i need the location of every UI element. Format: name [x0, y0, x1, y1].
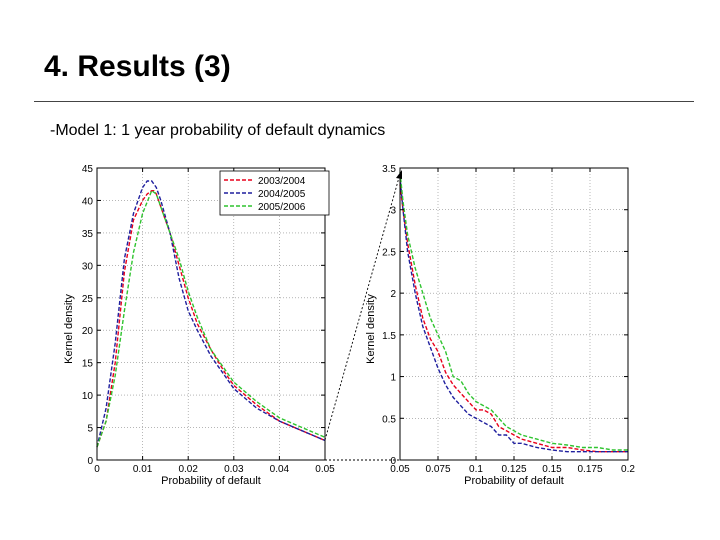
y-tick-label: 30: [82, 261, 94, 272]
zoom-arrowhead-icon: [396, 170, 402, 179]
plot-frame: [399, 167, 629, 461]
y-tick-label: 3.5: [382, 164, 396, 175]
x-tick-label: 0: [94, 464, 100, 475]
x-tick-label: 0.075: [425, 464, 450, 475]
chart-1: 0 0.01 0.02 0.03 0.04 0.05 0 5 10 15 20 25 30 35 40 45 P…: [63, 164, 335, 487]
x-axis-label: Probability of default: [464, 475, 564, 487]
plot-frame: [96, 167, 326, 461]
y-tick-label: 5: [87, 424, 93, 435]
y-tick-label: 0: [87, 456, 93, 467]
series-line-3: [399, 172, 628, 451]
y-axis-label: Kernel density: [63, 294, 75, 364]
x-tick-label: 0.175: [577, 464, 602, 475]
y-tick-label: 2.5: [382, 247, 396, 258]
x-tick-label: 0.04: [270, 464, 290, 475]
legend: 2003/2004 2004/2005 2005/2006: [219, 170, 330, 216]
series-line-1: [96, 189, 326, 448]
y-tick-label: 2: [390, 289, 396, 300]
legend-label-3: 2005/2006: [258, 202, 306, 213]
x-tick-label: 0.05: [315, 464, 335, 475]
zoom-connector-line: [324, 173, 401, 441]
legend-label-2: 2004/2005: [258, 189, 306, 200]
x-tick-label: 0.125: [501, 464, 526, 475]
y-tick-label: 10: [82, 391, 94, 402]
y-tick-label: 1.5: [382, 331, 396, 342]
x-tick-label: 0.15: [542, 464, 562, 475]
y-tick-label: 1: [390, 373, 396, 384]
series-line-2: [96, 180, 326, 448]
x-tick-label: 0.1: [469, 464, 483, 475]
series-line-2: [399, 176, 628, 453]
y-tick-label: 35: [82, 229, 94, 240]
y-tick-label: 3: [390, 206, 396, 217]
y-tick-label: 25: [82, 294, 94, 305]
x-tick-label: 0.03: [224, 464, 244, 475]
y-tick-label: 20: [82, 326, 94, 337]
chart-2: 0.05 0.075 0.1 0.125 0.15 0.175 0.2 0 0.5 1 1.5 2 2.…: [365, 164, 635, 487]
x-axis-label: Probability of default: [161, 475, 261, 487]
legend-label-1: 2003/2004: [258, 176, 306, 187]
y-tick-label: 15: [82, 359, 94, 370]
title-divider: [34, 101, 694, 102]
x-tick-label: 0.02: [178, 464, 198, 475]
slide-subtitle: -Model 1: 1 year probability of default …: [50, 122, 386, 139]
slide-title: 4. Results (3): [44, 50, 231, 83]
y-axis-label: Kernel density: [365, 294, 377, 364]
x-tick-label: 0.01: [133, 464, 153, 475]
series-line-1: [399, 184, 628, 453]
x-tick-label: 0.2: [621, 464, 635, 475]
y-tick-label: 45: [82, 164, 94, 175]
y-tick-label: 40: [82, 196, 94, 207]
y-tick-label: 0: [390, 456, 396, 467]
x-tick-label: 0.05: [390, 464, 410, 475]
y-tick-label: 0.5: [382, 414, 396, 425]
series-line-3: [96, 189, 326, 448]
